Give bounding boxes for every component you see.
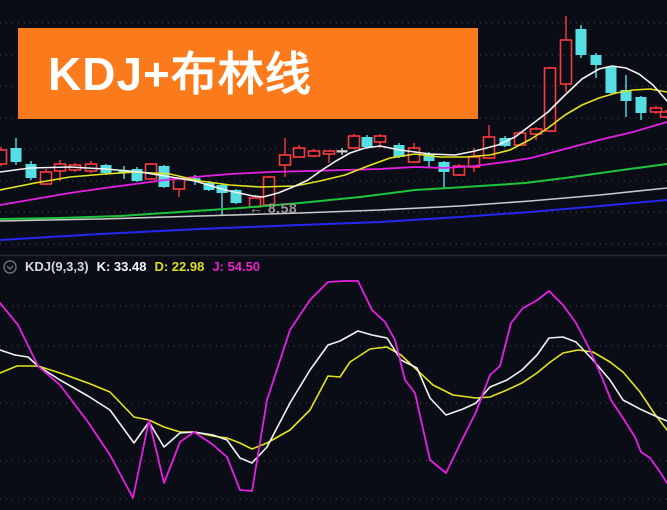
candle-body-hollow: [452, 165, 466, 176]
chevron-down-circle-icon[interactable]: [3, 259, 17, 274]
candle-body: [635, 97, 647, 113]
candle-body: [393, 145, 405, 157]
kdj-indicator-name: KDJ(9,3,3): [25, 259, 89, 274]
candle-body: [575, 29, 587, 55]
candle-body-hollow: [292, 147, 306, 158]
kdj-line-D: [0, 346, 667, 450]
line-white: [0, 65, 667, 198]
low-price-marker: ← 8.58: [249, 200, 298, 216]
candle-body-hollow: [278, 154, 292, 166]
candle-body-hollow: [322, 150, 336, 155]
line-green: [0, 163, 667, 220]
candle-body: [361, 137, 373, 147]
candle-body-hollow: [39, 171, 53, 185]
kdj-line-K: [0, 330, 667, 464]
candle-body-hollow: [172, 178, 186, 190]
candle-body: [605, 67, 617, 93]
kdj-d-value: D: 22.98: [154, 259, 205, 274]
candle-body-hollow: [543, 67, 557, 132]
candle-body: [230, 190, 242, 203]
candle-body-hollow: [659, 111, 667, 118]
candle-body-hollow: [0, 149, 8, 165]
candle-body-hollow: [144, 163, 158, 180]
line-gray: [0, 187, 667, 222]
title-banner: KDJ+布林线: [18, 28, 478, 119]
candle-body: [10, 148, 22, 162]
kdj-line-J: [0, 280, 667, 499]
line-yellow: [0, 88, 667, 191]
candle-body-hollow: [649, 107, 663, 113]
candle-body: [620, 90, 632, 101]
candle-body: [203, 183, 215, 190]
candle-body: [131, 169, 143, 181]
candle-body-hollow: [559, 39, 573, 85]
candle-body: [438, 162, 450, 172]
line-blue: [0, 199, 667, 241]
candle-body: [423, 154, 435, 161]
banner-title: KDJ+布林线: [48, 47, 312, 100]
kdj-k-value: K: 33.48: [96, 259, 147, 274]
kdj-indicator-label-row: KDJ(9,3,3) K: 33.48 D: 22.98 J: 54.50: [0, 257, 667, 276]
candle-body-hollow: [307, 150, 321, 157]
candle-body: [590, 55, 602, 65]
candle-body-hollow: [373, 135, 387, 143]
line-magenta: [0, 121, 667, 206]
kdj-j-value: J: 54.50: [212, 259, 261, 274]
candle-body-hollow: [482, 136, 496, 159]
candle-body-hollow: [347, 135, 361, 149]
candle-body: [25, 164, 37, 178]
